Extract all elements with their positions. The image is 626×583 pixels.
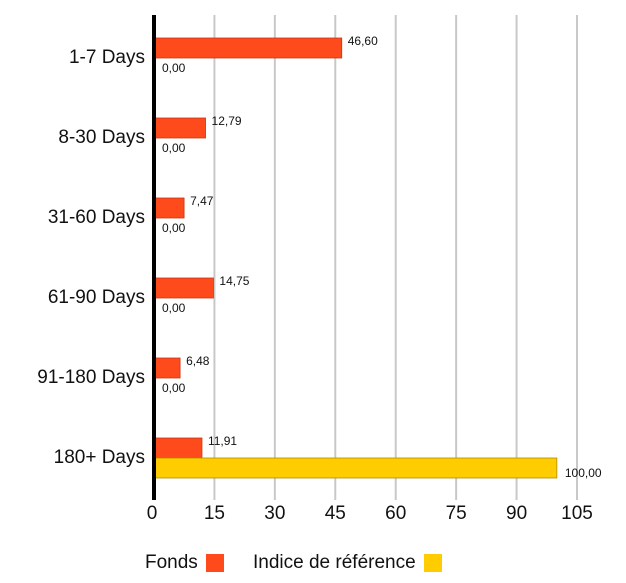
data-label-indice: 0,00	[162, 61, 186, 75]
bar-fonds	[153, 437, 203, 459]
bar-fonds	[153, 277, 214, 299]
bar-fonds	[153, 197, 185, 219]
data-label-fonds: 46,60	[348, 34, 378, 48]
bar-fonds	[153, 117, 206, 139]
category-label: 1-7 Days	[69, 47, 145, 68]
category-label: 8-30 Days	[58, 127, 145, 148]
category-label: 180+ Days	[54, 447, 145, 468]
x-tick-label: 15	[204, 503, 225, 524]
data-label-indice: 0,00	[162, 301, 186, 315]
data-label-fonds: 11,91	[208, 434, 237, 448]
bar-indice	[153, 457, 558, 479]
legend-swatch-indice	[423, 554, 442, 572]
data-label-indice: 0,00	[162, 381, 186, 395]
bar-fonds	[153, 357, 181, 379]
data-label-indice: 0,00	[162, 141, 186, 155]
bar-chart-svg: 1-7 Days 46,60 0,00 8-30 Days 12,79 0,00 31-60…	[37, 15, 602, 524]
data-label-indice: 100,00	[565, 466, 602, 480]
x-tick-label: 90	[506, 503, 527, 524]
data-label-fonds: 6,48	[186, 354, 210, 368]
x-tick-label: 0	[147, 503, 158, 524]
legend: Fonds Indice de référence	[0, 552, 626, 582]
legend-item-fonds: Fonds	[145, 552, 224, 574]
category-label: 31-60 Days	[48, 207, 145, 228]
data-label-fonds: 7,47	[190, 194, 214, 208]
x-tick-label: 30	[264, 503, 285, 524]
legend-swatch-fonds	[205, 554, 224, 572]
category-label: 91-180 Days	[37, 367, 145, 388]
data-label-indice: 0,00	[162, 221, 186, 235]
category-label: 61-90 Days	[48, 287, 145, 308]
x-tick-label: 105	[561, 503, 593, 524]
bar-fonds	[153, 37, 343, 59]
x-tick-label: 60	[385, 503, 406, 524]
legend-item-indice: Indice de référence	[253, 552, 442, 574]
x-tick-label: 45	[325, 503, 346, 524]
data-label-fonds: 12,79	[212, 114, 242, 128]
legend-label-indice: Indice de référence	[253, 552, 416, 573]
x-tick-label: 75	[446, 503, 467, 524]
legend-label-fonds: Fonds	[145, 552, 198, 573]
data-label-fonds: 14,75	[219, 274, 249, 288]
